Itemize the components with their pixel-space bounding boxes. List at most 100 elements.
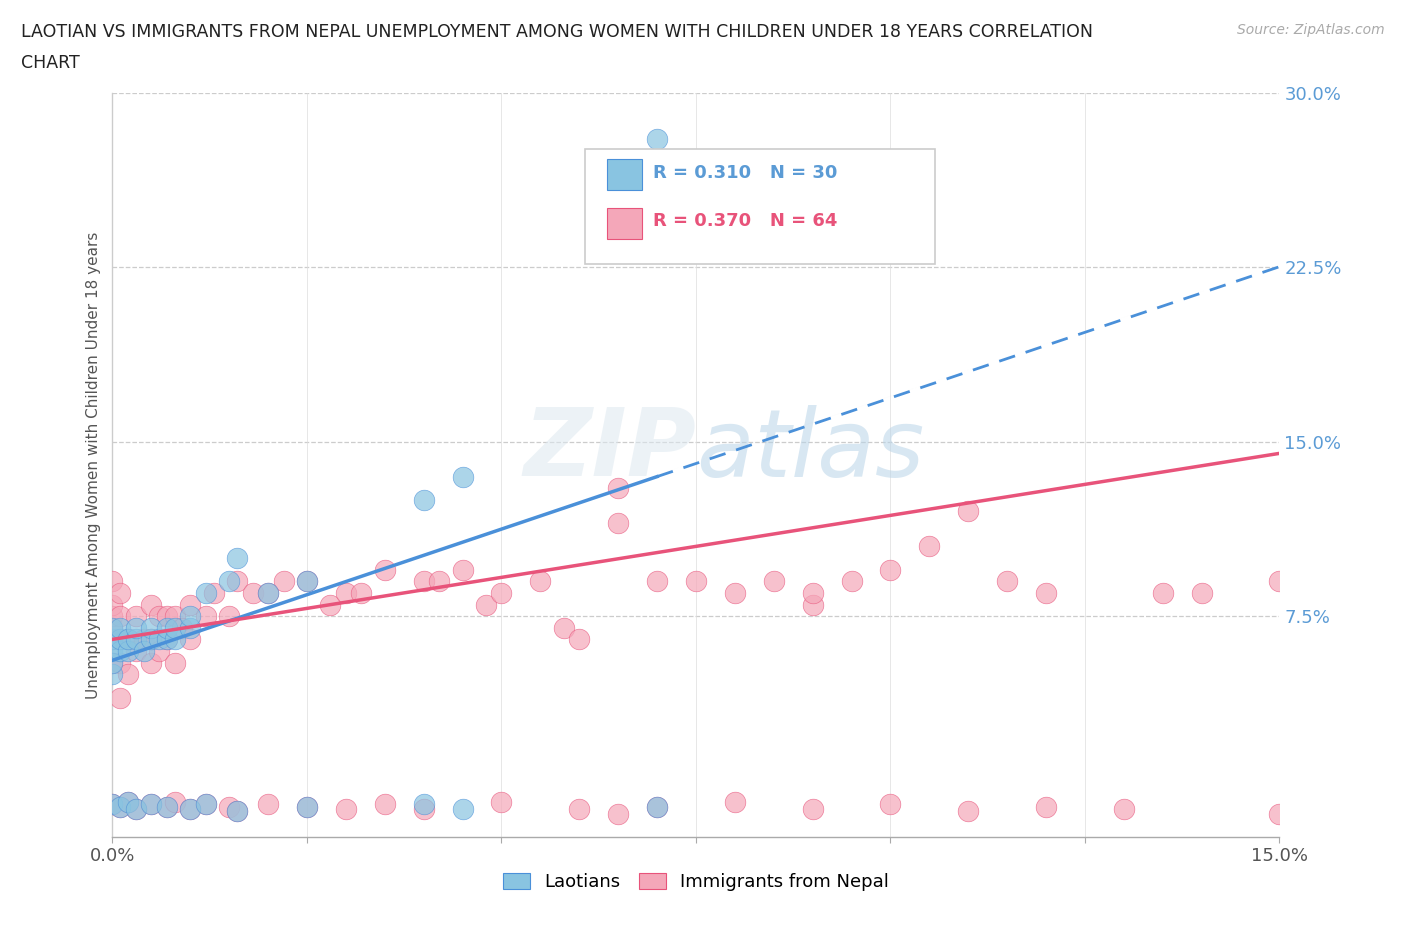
Point xyxy=(685,574,707,589)
Point xyxy=(801,586,824,601)
Point xyxy=(724,794,747,809)
Point xyxy=(101,656,124,671)
Point xyxy=(110,609,132,624)
Point xyxy=(148,632,170,647)
Point xyxy=(194,609,217,624)
Point xyxy=(553,620,575,635)
Point xyxy=(1035,586,1057,601)
Point xyxy=(101,667,124,682)
Point xyxy=(879,797,901,812)
Point xyxy=(101,644,124,658)
Point xyxy=(957,804,980,819)
Point xyxy=(226,804,249,819)
Point xyxy=(141,656,163,671)
Point xyxy=(194,586,217,601)
Point xyxy=(568,632,591,647)
Point xyxy=(801,802,824,817)
Point xyxy=(724,586,747,601)
Point xyxy=(101,620,124,635)
Point xyxy=(257,797,280,812)
Point xyxy=(194,797,217,812)
Point xyxy=(350,586,373,601)
Point xyxy=(451,562,474,577)
Point xyxy=(273,574,295,589)
Point xyxy=(101,609,124,624)
Point xyxy=(179,632,201,647)
Point xyxy=(762,574,785,589)
Point xyxy=(141,620,163,635)
Point xyxy=(295,574,318,589)
Point xyxy=(645,132,668,147)
Point xyxy=(163,632,186,647)
Point xyxy=(110,586,132,601)
Point xyxy=(179,802,201,817)
Point xyxy=(101,597,124,612)
Point xyxy=(141,632,163,647)
Legend: Laotians, Immigrants from Nepal: Laotians, Immigrants from Nepal xyxy=(496,866,896,898)
Point xyxy=(295,574,318,589)
Point xyxy=(1035,800,1057,815)
Point xyxy=(141,797,163,812)
Point xyxy=(1191,586,1213,601)
Point xyxy=(101,632,124,647)
Point xyxy=(218,574,240,589)
Point xyxy=(125,644,148,658)
Point xyxy=(218,609,240,624)
Point xyxy=(141,632,163,647)
Point xyxy=(125,802,148,817)
Point xyxy=(607,806,630,821)
Point xyxy=(156,609,179,624)
Text: LAOTIAN VS IMMIGRANTS FROM NEPAL UNEMPLOYMENT AMONG WOMEN WITH CHILDREN UNDER 18: LAOTIAN VS IMMIGRANTS FROM NEPAL UNEMPLO… xyxy=(21,23,1092,41)
Point xyxy=(179,620,201,635)
Point xyxy=(451,469,474,484)
Point xyxy=(117,632,139,647)
Point xyxy=(110,632,132,647)
FancyBboxPatch shape xyxy=(585,149,935,264)
Point xyxy=(645,800,668,815)
Point xyxy=(148,609,170,624)
Point xyxy=(645,574,668,589)
Y-axis label: Unemployment Among Women with Children Under 18 years: Unemployment Among Women with Children U… xyxy=(86,232,101,698)
Point xyxy=(117,794,139,809)
Point xyxy=(1268,806,1291,821)
Point xyxy=(1152,586,1174,601)
Point xyxy=(110,656,132,671)
Point xyxy=(295,800,318,815)
Point xyxy=(568,802,591,817)
Point xyxy=(163,794,186,809)
Point xyxy=(117,667,139,682)
Point xyxy=(1268,574,1291,589)
Point xyxy=(412,797,434,812)
Point xyxy=(319,597,342,612)
Text: R = 0.310   N = 30: R = 0.310 N = 30 xyxy=(652,164,837,181)
Point xyxy=(226,804,249,819)
Point xyxy=(101,632,124,647)
Point xyxy=(645,800,668,815)
Point xyxy=(607,481,630,496)
Point xyxy=(125,609,148,624)
Point xyxy=(179,802,201,817)
Point xyxy=(117,632,139,647)
Point xyxy=(172,620,194,635)
Point xyxy=(427,574,450,589)
Point xyxy=(257,586,280,601)
Point xyxy=(101,574,124,589)
Point xyxy=(101,797,124,812)
Text: ZIP: ZIP xyxy=(523,405,696,496)
Point xyxy=(202,586,225,601)
Point xyxy=(163,620,186,635)
Text: R = 0.370   N = 64: R = 0.370 N = 64 xyxy=(652,212,837,230)
Point xyxy=(801,597,824,612)
Point xyxy=(125,632,148,647)
Point xyxy=(117,794,139,809)
Point xyxy=(179,597,201,612)
Point xyxy=(163,609,186,624)
Point xyxy=(101,620,124,635)
Point xyxy=(451,802,474,817)
Text: Source: ZipAtlas.com: Source: ZipAtlas.com xyxy=(1237,23,1385,37)
Point xyxy=(529,574,551,589)
Point xyxy=(242,586,264,601)
Point xyxy=(110,690,132,705)
Point xyxy=(156,800,179,815)
Point xyxy=(101,656,124,671)
